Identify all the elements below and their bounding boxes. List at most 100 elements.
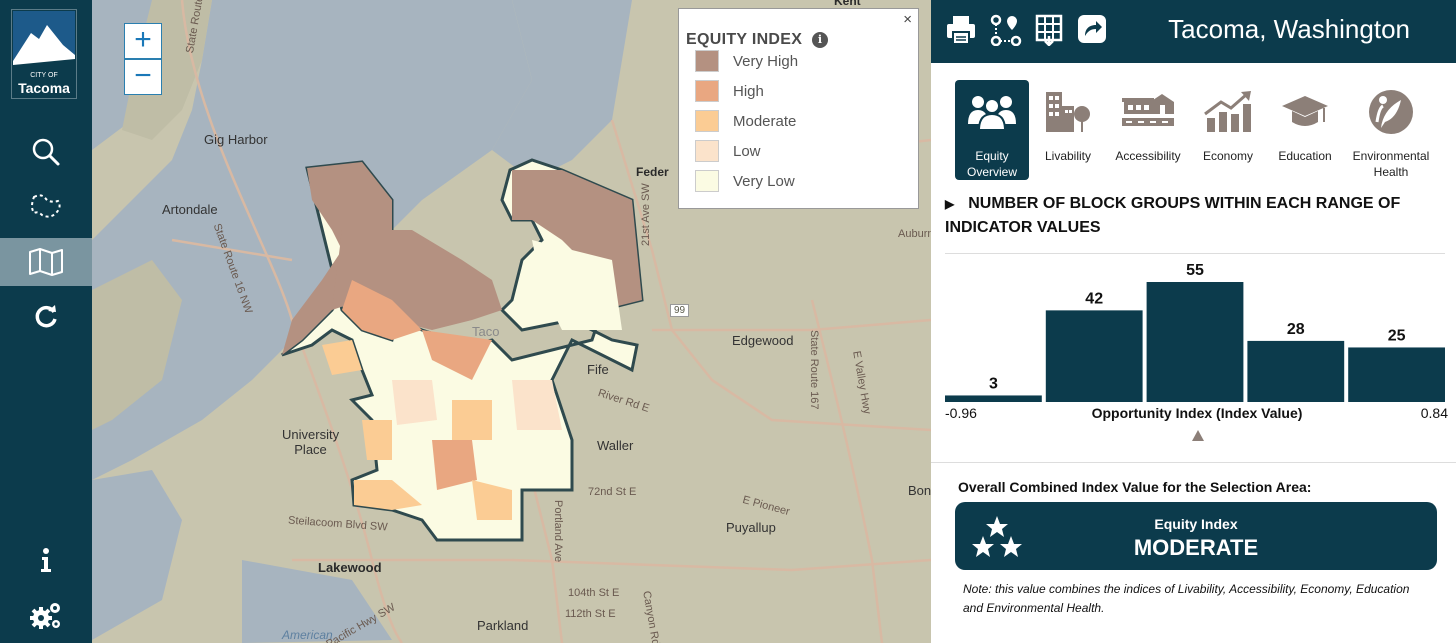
- map-label-72nd: 72nd St E: [588, 486, 637, 498]
- divider: [931, 462, 1456, 463]
- print-icon: [947, 16, 975, 45]
- city-logo: CITY OF Tacoma: [11, 9, 77, 99]
- histogram-bar: [1247, 340, 1345, 402]
- info-button[interactable]: [0, 536, 92, 584]
- search-icon: [32, 138, 60, 166]
- people-icon: [968, 96, 1016, 131]
- legend-title: EQUITY INDEX: [686, 31, 803, 48]
- overall-index-value: MODERATE: [1133, 535, 1259, 560]
- legend-item-moderate: Moderate: [695, 109, 796, 133]
- logo-city-of: CITY OF: [30, 72, 58, 79]
- tab-economy[interactable]: Economy: [1191, 80, 1265, 180]
- map-layers-button[interactable]: [0, 238, 92, 286]
- map-label-waller: Waller: [597, 438, 634, 453]
- tab-label: Accessibility: [1115, 149, 1181, 163]
- bar-value-label: 28: [1287, 321, 1305, 338]
- divider: [945, 253, 1445, 254]
- x-min-label: -0.96: [945, 405, 977, 421]
- info-icon: [41, 548, 51, 572]
- legend-label: Very High: [733, 52, 799, 70]
- legend-label: Very Low: [733, 172, 795, 190]
- stars-icon: [972, 516, 1022, 557]
- zoom-in-button[interactable]: +: [124, 23, 162, 59]
- histogram-bar: [945, 395, 1042, 402]
- map-label-lakewood: Lakewood: [318, 560, 382, 575]
- map-label-sr167: State Route 167: [808, 330, 820, 410]
- transit-icon: [1122, 94, 1174, 126]
- table-download-button[interactable]: [1034, 14, 1066, 47]
- legend-label: High: [733, 82, 764, 100]
- graduation-cap-icon: [1282, 96, 1328, 126]
- right-panel: Tacoma, Washington Equity Overview Livab…: [931, 0, 1456, 643]
- bar-value-label: 25: [1388, 327, 1406, 344]
- legend-item-low: Low: [695, 139, 761, 163]
- tab-label: Education: [1278, 149, 1332, 163]
- panel-toolbar: Tacoma, Washington: [931, 0, 1456, 63]
- tab-environmental-health[interactable]: Environmental Health: [1351, 80, 1431, 180]
- bar-value-label: 55: [1186, 262, 1204, 279]
- map-label-edgewood: Edgewood: [732, 333, 794, 348]
- place-title: Tacoma, Washington: [1168, 14, 1410, 44]
- x-max-label: 0.84: [1421, 405, 1448, 421]
- leaf-icon: [1369, 90, 1413, 134]
- tab-accessibility[interactable]: Accessibility: [1111, 80, 1185, 180]
- histogram-bar: [1146, 282, 1244, 402]
- tab-label: Livability: [1044, 149, 1092, 163]
- note-text: Note: this value combines the indices of…: [963, 582, 1410, 615]
- share-icon: [1078, 15, 1106, 43]
- map-label-gig-harbor: Gig Harbor: [204, 132, 268, 147]
- legend-swatch: [695, 80, 719, 102]
- tab-education[interactable]: Education: [1268, 80, 1342, 180]
- map-label-puyallup: Puyallup: [726, 520, 776, 535]
- overall-title: Overall Combined Index Value for the Sel…: [958, 479, 1312, 495]
- legend-swatch: [695, 110, 719, 132]
- lasso-select-button[interactable]: [0, 182, 92, 230]
- x-axis-label: Opportunity Index (Index Value): [1092, 405, 1303, 421]
- map-label-bon: Bon: [908, 483, 931, 498]
- overall-index-name: Equity Index: [1154, 516, 1238, 532]
- map-label-tacoma: Taco: [472, 324, 500, 339]
- bar-value-label: 42: [1085, 290, 1103, 307]
- left-nav: CITY OF Tacoma: [0, 0, 92, 643]
- print-button[interactable]: [945, 14, 977, 46]
- settings-button[interactable]: [0, 592, 92, 640]
- tab-label: Equity Overview: [966, 149, 1017, 179]
- legend-item-very-high: Very High: [695, 49, 798, 73]
- histogram-bar: [1045, 310, 1143, 402]
- growth-chart-icon: [1204, 91, 1251, 132]
- refresh-icon: [35, 305, 57, 328]
- map-label-artondale: Artondale: [162, 202, 218, 217]
- info-circle-icon[interactable]: i: [812, 32, 828, 48]
- equity-index-legend: EQUITY INDEX i × Very High High Moderate…: [678, 8, 919, 209]
- search-button[interactable]: [0, 128, 92, 176]
- tab-equity-overview[interactable]: Equity Overview: [955, 80, 1029, 180]
- map-label-auburn: Auburn: [898, 228, 931, 240]
- map-basemap: [92, 0, 931, 643]
- route-button[interactable]: [990, 14, 1022, 47]
- histogram-title[interactable]: ▶ NUMBER OF BLOCK GROUPS WITHIN EACH RANG…: [945, 192, 1445, 240]
- settings-icon: [30, 603, 60, 629]
- tab-livability[interactable]: Livability: [1031, 80, 1105, 180]
- map-label-fife: Fife: [587, 362, 609, 377]
- bar-value-label: 3: [989, 375, 998, 392]
- map-view[interactable]: Kent Feder Gig Harbor Artondale Universi…: [92, 0, 931, 643]
- zoom-out-button[interactable]: −: [124, 59, 162, 95]
- logo-tacoma: Tacoma: [18, 80, 70, 96]
- map-label-american: American: [282, 628, 333, 642]
- map-label-federal: Feder: [636, 165, 669, 179]
- map-label-portland: Portland Ave: [552, 500, 564, 563]
- map-label-112th: 112th St E: [565, 608, 616, 620]
- legend-swatch: [695, 170, 719, 192]
- equity-histogram-chart: 3 42 55 28 25 -0.96 0.84 Opportunity Index (…: [945, 262, 1448, 441]
- refresh-button[interactable]: [0, 292, 92, 340]
- legend-swatch: [695, 140, 719, 162]
- legend-swatch: [695, 50, 719, 72]
- histogram-bar: [1348, 347, 1445, 402]
- legend-label: Low: [733, 142, 761, 160]
- expand-triangle-icon: ▶: [945, 197, 955, 211]
- legend-item-very-low: Very Low: [695, 169, 795, 193]
- map-icon: [29, 248, 63, 276]
- map-label-route-99: 99: [670, 304, 690, 317]
- share-button[interactable]: [1077, 14, 1109, 46]
- legend-close-button[interactable]: ×: [903, 11, 912, 28]
